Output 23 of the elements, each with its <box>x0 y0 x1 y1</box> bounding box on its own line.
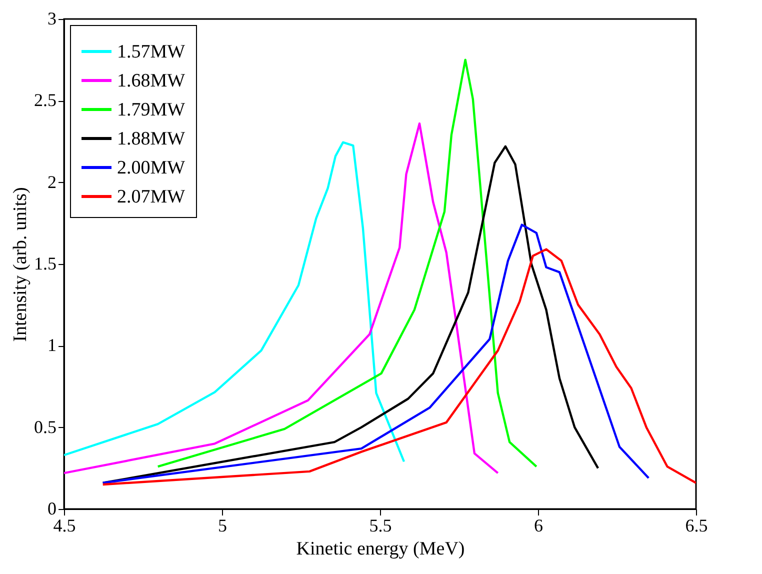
x-tick-label: 6 <box>534 516 543 536</box>
y-tick-label: 2.5 <box>34 90 56 110</box>
y-axis-title: Intensity (arb. units) <box>10 187 31 342</box>
y-tick-label: 2 <box>48 172 56 192</box>
legend-label: 1.88MW <box>117 128 186 150</box>
line-series <box>64 122 499 474</box>
x-tick-label: 4.5 <box>53 516 76 536</box>
y-tick-label: 0 <box>48 498 56 518</box>
x-tick-label: 6.5 <box>685 516 708 536</box>
legend-label: 1.68MW <box>117 70 186 92</box>
legend-label: 2.07MW <box>117 186 186 208</box>
legend-label: 2.00MW <box>117 158 186 178</box>
x-tick-label: 5.5 <box>369 516 392 536</box>
y-tick-label: 1 <box>48 335 56 356</box>
line-series <box>102 224 650 484</box>
x-axis-title: Kinetic energy (MeV) <box>296 538 465 560</box>
legend-label: 1.79MW <box>117 100 186 120</box>
y-tick-label: 0.5 <box>34 416 56 437</box>
legend-label: 1.57MW <box>117 42 186 62</box>
x-tick-label: 5 <box>218 516 227 536</box>
line-series <box>102 248 696 486</box>
y-tick-label: 1.5 <box>34 254 56 274</box>
y-tick-label: 3 <box>48 8 56 28</box>
